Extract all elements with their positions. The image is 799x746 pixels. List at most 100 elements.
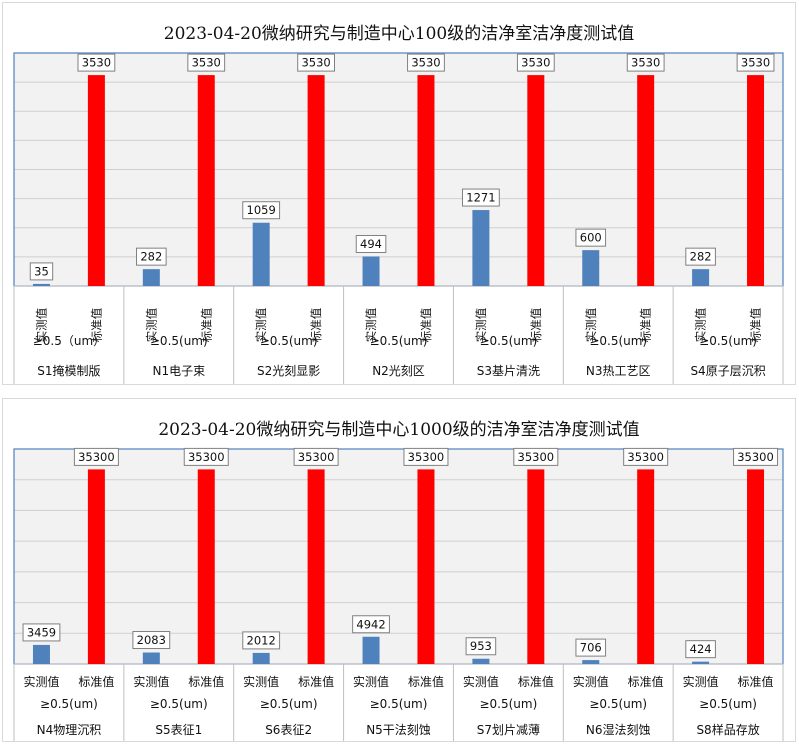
series-label: 标准值	[738, 674, 774, 689]
data-label: 35	[34, 264, 49, 278]
standard-bar	[527, 469, 544, 664]
category-label: N2光刻区	[372, 364, 425, 378]
data-label: 4942	[356, 617, 385, 631]
data-label: 35300	[518, 450, 555, 464]
standard-bar	[417, 75, 434, 286]
size-label: ≥0.5(um)	[150, 334, 208, 348]
series-label: 实测值	[23, 674, 59, 689]
size-label: ≥0.5(um)	[479, 334, 537, 348]
series-label: 标准值	[628, 674, 664, 689]
data-label: 424	[690, 642, 712, 656]
standard-bar	[88, 469, 105, 664]
data-label: 3530	[411, 56, 440, 70]
size-label: ≥0.5(um)	[260, 334, 318, 348]
data-label: 282	[140, 250, 162, 264]
measured-bar	[363, 637, 380, 664]
standard-bar	[637, 469, 654, 664]
data-label: 35300	[188, 450, 225, 464]
size-label: ≥0.5（um）	[33, 334, 105, 348]
data-label: 3530	[631, 56, 660, 70]
data-label: 3459	[27, 625, 56, 639]
series-label: 标准值	[78, 674, 114, 689]
data-label: 3530	[741, 56, 770, 70]
series-label: 标准值	[518, 674, 554, 689]
data-label: 600	[580, 231, 602, 245]
size-label: ≥0.5(um)	[370, 334, 428, 348]
measured-bar	[472, 659, 489, 664]
standard-bar	[527, 75, 544, 286]
data-label: 3530	[521, 56, 550, 70]
measured-bar	[582, 660, 599, 664]
size-label: ≥0.5(um)	[40, 697, 98, 711]
category-label: S6表征2	[265, 723, 312, 737]
size-label: ≥0.5(um)	[589, 697, 647, 711]
measured-bar	[143, 653, 160, 664]
size-label: ≥0.5(um)	[260, 697, 318, 711]
measured-bar	[253, 653, 270, 664]
data-label: 35300	[627, 450, 664, 464]
measured-bar	[692, 269, 709, 286]
size-label: ≥0.5(um)	[699, 697, 757, 711]
standard-bar	[747, 75, 764, 286]
category-label: S1掩模制版	[37, 364, 100, 378]
data-label: 35300	[737, 450, 774, 464]
series-label: 标准值	[298, 674, 334, 689]
data-label: 3530	[301, 56, 330, 70]
category-label: N1电子束	[152, 364, 205, 378]
category-label: S2光刻显影	[257, 364, 320, 378]
chart-panel-1000: 2023-04-20微纳研究与制造中心1000级的洁净室洁净度测试值 3459 实…	[2, 398, 796, 742]
measured-bar	[472, 210, 489, 286]
series-label: 实测值	[133, 674, 169, 689]
standard-bar	[198, 75, 215, 286]
size-label: ≥0.5(um)	[589, 334, 647, 348]
category-label: S5表征1	[155, 723, 202, 737]
data-label: 35300	[78, 450, 115, 464]
size-label: ≥0.5(um)	[699, 334, 757, 348]
category-label: S8样品存放	[696, 722, 759, 737]
data-label: 35300	[408, 450, 445, 464]
measured-bar	[33, 284, 50, 286]
size-label: ≥0.5(um)	[150, 697, 208, 711]
data-label: 2012	[247, 633, 276, 647]
category-label: S3基片清洗	[477, 364, 540, 378]
standard-bar	[88, 75, 105, 286]
measured-bar	[33, 645, 50, 664]
series-label: 标准值	[188, 674, 224, 689]
series-label: 实测值	[573, 674, 609, 689]
chart-panel-100: 2023-04-20微纳研究与制造中心100级的洁净室洁净度测试值 35 实测值 3…	[2, 2, 796, 385]
data-label: 3530	[82, 56, 111, 70]
standard-bar	[308, 75, 325, 286]
category-label: N4物理沉积	[37, 723, 102, 737]
series-label: 标准值	[408, 674, 444, 689]
size-label: ≥0.5(um)	[479, 697, 537, 711]
size-label: ≥0.5(um)	[370, 697, 428, 711]
standard-bar	[747, 469, 764, 664]
measured-bar	[582, 250, 599, 286]
standard-bar	[308, 469, 325, 664]
chart-svg-1000: 3459 实测值 35300 标准值 ≥0.5(um) N4物理沉积 2083 实测值 3530…	[3, 399, 795, 741]
data-label: 494	[360, 237, 382, 251]
series-label: 实测值	[243, 674, 279, 689]
data-label: 953	[470, 639, 492, 653]
measured-bar	[692, 662, 709, 664]
category-label: S4原子层沉积	[690, 364, 765, 378]
category-label: S7划片减薄	[477, 722, 540, 737]
chart-svg-100: 35实测值3530标准值≥0.5（um）S1掩模制版282实测值3530标准值≥…	[3, 3, 795, 384]
measured-bar	[143, 269, 160, 286]
standard-bar	[198, 469, 215, 664]
series-label: 实测值	[683, 674, 719, 689]
series-label: 实测值	[353, 674, 389, 689]
plot-area	[14, 449, 783, 664]
category-label: N3热工艺区	[586, 364, 651, 378]
standard-bar	[637, 75, 654, 286]
data-label: 1271	[466, 191, 495, 205]
data-label: 282	[690, 250, 712, 264]
category-label: N5干法刻蚀	[366, 723, 431, 737]
data-label: 2083	[137, 633, 166, 647]
series-label: 实测值	[463, 674, 499, 689]
category-label: N6湿法刻蚀	[586, 722, 651, 737]
standard-bar	[417, 469, 434, 664]
data-label: 35300	[298, 450, 335, 464]
measured-bar	[253, 223, 270, 286]
data-label: 1059	[247, 203, 276, 217]
